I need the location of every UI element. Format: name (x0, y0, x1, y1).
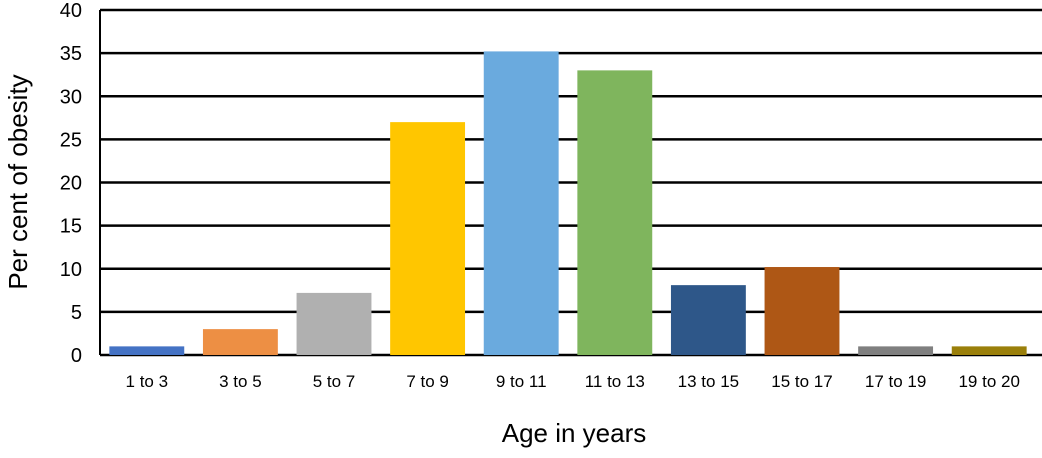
x-tick-label: 17 to 19 (865, 372, 926, 391)
x-tick-label: 11 to 13 (585, 372, 645, 391)
bars (109, 51, 1027, 356)
bar-11-to-13 (577, 70, 653, 355)
y-tick-label: 35 (60, 43, 82, 65)
x-axis-title: Age in years (502, 418, 647, 448)
x-tick-labels: 1 to 3 3 to 5 5 to 7 7 to 9 9 to 11 11 to 13 1… (126, 372, 1020, 391)
y-tick-label: 5 (71, 302, 82, 324)
x-tick-label: 7 to 9 (406, 372, 449, 391)
y-tick-label: 20 (60, 173, 82, 195)
gridlines (99, 8, 1042, 357)
y-tick-label: 10 (60, 259, 82, 281)
y-tick-label: 25 (60, 129, 82, 151)
y-tick-label: 30 (60, 86, 82, 108)
bar-19-to-20 (951, 346, 1027, 355)
y-tick-label: 40 (60, 0, 82, 22)
y-axis-title: Per cent of obesity (3, 74, 33, 289)
bar-7-to-9 (390, 122, 466, 355)
bar-3-to-5 (202, 329, 278, 355)
x-tick-label: 3 to 5 (219, 372, 262, 391)
x-tick-label: 1 to 3 (126, 372, 169, 391)
x-tick-label: 9 to 11 (496, 372, 547, 391)
bar-5-to-7 (296, 292, 372, 355)
x-tick-label: 19 to 20 (958, 372, 1019, 391)
x-tick-label: 13 to 15 (678, 372, 739, 391)
bar-17-to-19 (858, 346, 934, 355)
x-tick-label: 15 to 17 (771, 372, 832, 391)
y-tick-label: 15 (60, 216, 82, 238)
bar-1-to-3 (109, 346, 185, 355)
bar-15-to-17 (764, 267, 840, 355)
bar-13-to-15 (670, 285, 746, 355)
x-tick-label: 5 to 7 (313, 372, 356, 391)
bar-9-to-11 (483, 51, 559, 356)
y-tick-label: 0 (71, 345, 82, 367)
y-tick-labels: 0 5 10 15 20 25 30 35 40 (60, 0, 82, 367)
